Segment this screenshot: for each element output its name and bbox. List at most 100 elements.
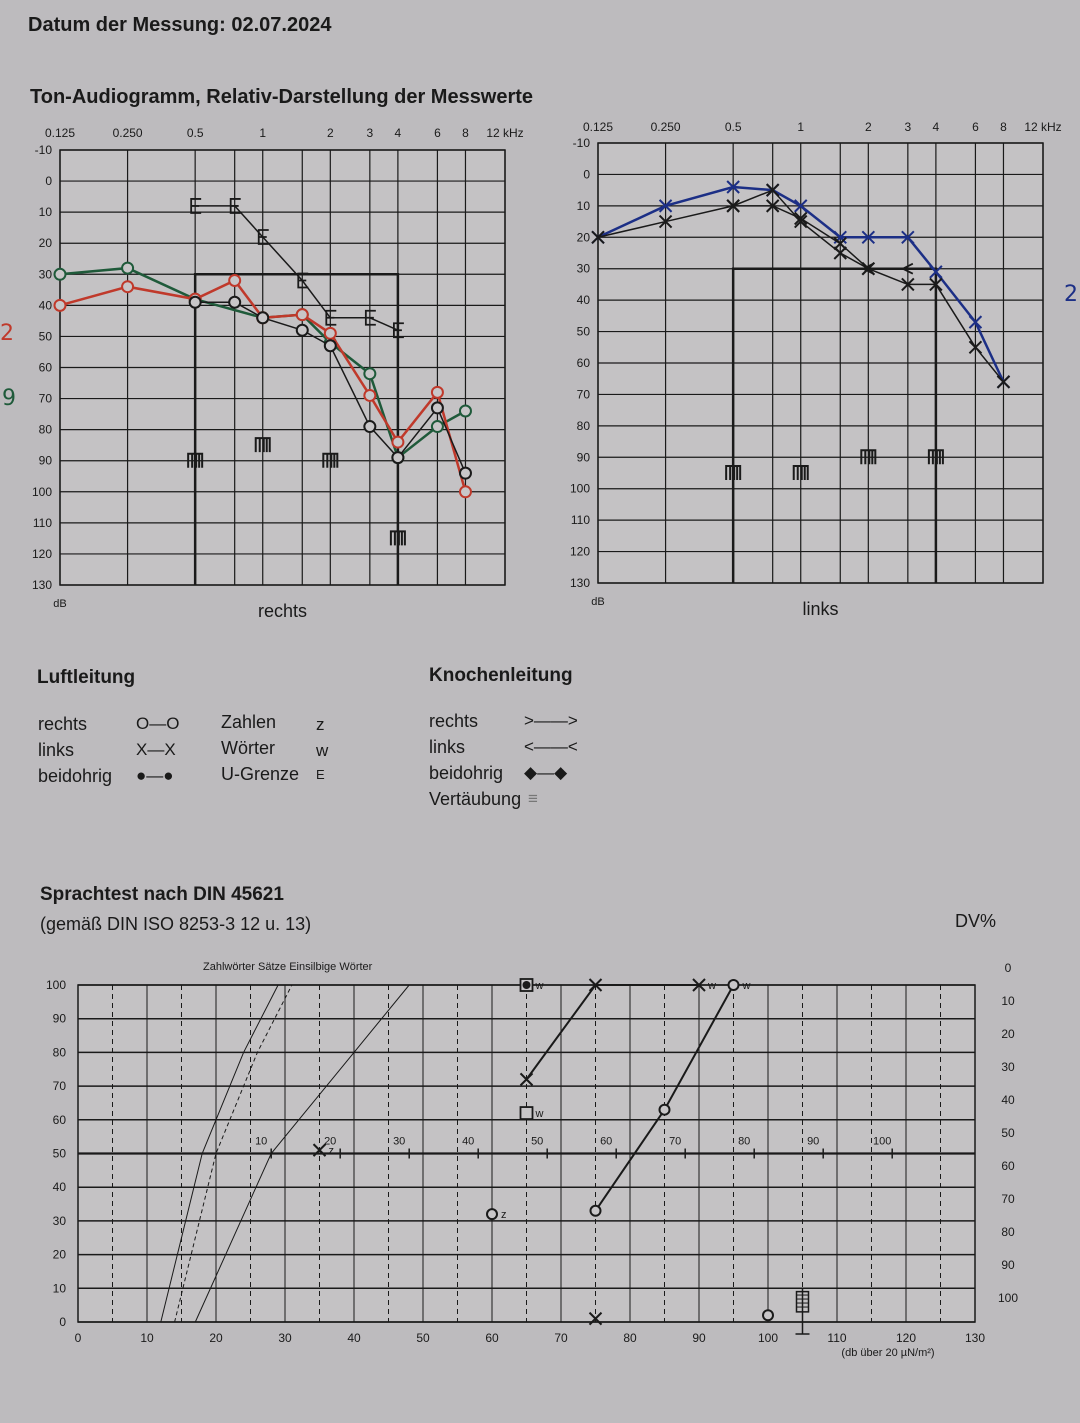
circle-marker: [121, 280, 135, 294]
marker-label: w: [535, 1108, 544, 1120]
dot-marker: [522, 981, 531, 989]
masking-marker: [792, 465, 809, 480]
x-tick-label: 50: [416, 1331, 430, 1345]
legend-bone-title: Knochenleitung: [429, 665, 573, 686]
bone-left-marker: [900, 262, 914, 275]
y-tick-label: 120: [32, 547, 52, 561]
marker-label: w: [742, 980, 751, 992]
y-tick-label: 10: [39, 205, 53, 219]
y-tick-label: 100: [32, 485, 52, 499]
x-marker: [692, 978, 706, 992]
legend-label: rechts: [429, 711, 479, 731]
hearing-loss-tick-label: 100: [873, 1136, 891, 1148]
circle-marker: [391, 435, 405, 449]
x-tick-label: 2: [865, 120, 872, 134]
x-tick-label: 0.250: [113, 126, 143, 140]
dv-tick-label: 20: [1001, 1027, 1015, 1041]
y-tick-label: 60: [53, 1113, 67, 1127]
x-tick-label: 0.125: [45, 126, 75, 140]
x-tick-label: 40: [347, 1331, 361, 1345]
x-tick-label: 4: [395, 126, 402, 140]
y-tick-label: 40: [53, 1180, 67, 1194]
marker-label: w: [707, 980, 716, 992]
x-tick-label: 60: [485, 1331, 499, 1345]
x-marker: [588, 1311, 603, 1326]
x-marker: [658, 199, 673, 213]
x-tick-label: 8: [1000, 120, 1007, 134]
circle-marker: [323, 326, 337, 340]
x-marker: [794, 211, 808, 226]
y-tick-label: 130: [570, 576, 590, 590]
y-tick-label: 0: [59, 1315, 66, 1329]
y-tick-label: 80: [39, 423, 53, 437]
x-marker: [519, 1072, 534, 1087]
legend-label: Vertäubung: [429, 789, 522, 809]
chart-title: links: [802, 599, 838, 619]
handwritten-note: 2: [1064, 282, 1078, 307]
x-tick-label: 3: [904, 120, 911, 134]
circle-marker: [228, 274, 242, 287]
y-tick-label: 0: [583, 167, 590, 181]
dv-tick-label: 40: [1001, 1093, 1015, 1107]
x-tick-label: 110: [827, 1331, 846, 1345]
x-tick-label: 12 kHz: [486, 126, 523, 140]
x-tick-label: 4: [933, 120, 940, 134]
masking-marker: [254, 437, 271, 453]
y-tick-label: 100: [46, 978, 66, 992]
x-marker: [591, 230, 605, 244]
legend-symbol-lt: <——<: [524, 737, 578, 756]
x-marker: [765, 199, 780, 213]
bone-left-marker: [861, 262, 874, 275]
x-marker: [929, 277, 943, 292]
legend-air-title: Luftleitung: [37, 667, 136, 688]
marker-label: z: [501, 1209, 507, 1221]
y-tick-label: 50: [577, 325, 591, 339]
dv-tick-label: 30: [1001, 1060, 1015, 1074]
y-tick-label: 110: [571, 513, 590, 527]
audiogram-title: Ton-Audiogramm, Relativ-Darstellung der …: [30, 86, 534, 108]
x-tick-label: 8: [462, 126, 469, 140]
x-tick-label: 30: [278, 1331, 292, 1345]
hearing-loss-tick-label: 80: [738, 1136, 750, 1148]
masking-marker: [322, 452, 339, 468]
y-tick-label: 30: [53, 1214, 67, 1228]
dv-tick-label: 80: [1001, 1225, 1015, 1239]
x-marker: [929, 265, 943, 279]
x-tick-label: 1: [259, 126, 266, 140]
circle-marker: [589, 1204, 602, 1217]
circle-marker: [53, 298, 67, 312]
x-tick-label: 0.5: [725, 120, 742, 134]
x-marker: [996, 375, 1011, 389]
y-tick-label: 130: [32, 578, 52, 592]
x-tick-label: 120: [896, 1331, 916, 1345]
x-marker: [658, 214, 673, 229]
hearing-loss-tick-label: 60: [600, 1136, 612, 1148]
x-tick-label: 100: [758, 1331, 778, 1345]
x-marker: [901, 277, 915, 292]
y-tick-label: 0: [45, 174, 52, 188]
measurement-date: Datum der Messung: 02.07.2024: [28, 14, 332, 36]
y-tick-label: 90: [577, 450, 591, 464]
series-line: [59, 266, 467, 460]
masking-marker: [860, 449, 877, 465]
hearing-loss-tick-label: 30: [393, 1136, 405, 1148]
hearing-loss-tick-label: 70: [669, 1136, 681, 1148]
speech-title: Sprachtest nach DIN 45621: [40, 884, 284, 905]
reference-curve: [174, 984, 293, 1323]
y-tick-label: 100: [570, 482, 590, 496]
masking-marker: [725, 465, 742, 480]
circle-marker: [256, 311, 270, 325]
dv-tick-label: 10: [1001, 994, 1015, 1008]
masking-marker: [795, 1288, 810, 1335]
legend-symbol-e: E: [316, 767, 325, 782]
x-marker: [312, 1143, 327, 1157]
circle-marker: [53, 267, 67, 281]
y-unit-label: dB: [591, 596, 604, 608]
x-tick-label: 0.125: [583, 120, 613, 134]
y-tick-label: 40: [39, 298, 53, 312]
y-tick-label: 80: [53, 1045, 67, 1059]
y-tick-label: 90: [53, 1012, 67, 1026]
reference-curve: [194, 984, 410, 1323]
x-marker: [833, 246, 847, 260]
